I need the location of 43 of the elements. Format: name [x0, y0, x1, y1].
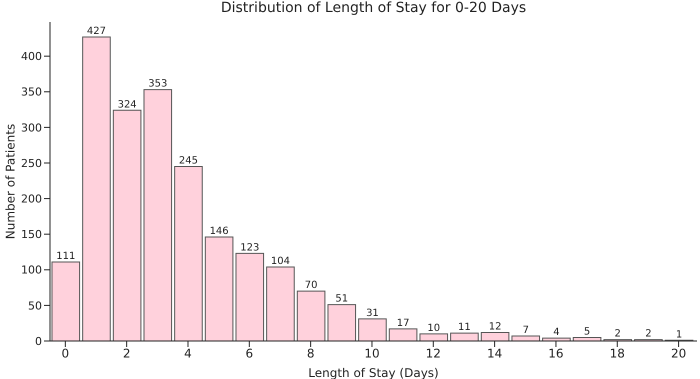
data-label: 31	[366, 308, 379, 319]
x-tick-label: 20	[670, 346, 686, 361]
data-label: 111	[56, 250, 76, 262]
data-label: 11	[458, 322, 471, 334]
x-tick-label: 12	[426, 346, 441, 361]
y-tick-label: 200	[21, 192, 42, 206]
data-label: 5	[584, 326, 590, 338]
data-label: 427	[86, 26, 106, 37]
x-tick-label: 6	[245, 346, 254, 361]
x-tick-label: 2	[122, 346, 130, 361]
x-tick-label: 16	[548, 346, 564, 361]
data-label: 4	[553, 327, 560, 338]
x-tick-label: 14	[486, 346, 502, 361]
x-tick-label: 8	[306, 346, 314, 361]
y-tick-label: 300	[21, 121, 42, 134]
y-axis-title: Number of Patients	[3, 124, 18, 240]
x-tick-label: 10	[364, 346, 380, 361]
chart-title: Distribution of Length of Stay for 0-20 Days	[220, 0, 528, 16]
y-tick-label: 50	[28, 299, 42, 312]
data-label: 10	[427, 322, 440, 334]
y-tick-label: 350	[21, 86, 42, 99]
y-tick-label: 150	[21, 228, 42, 242]
data-label: 12	[488, 321, 502, 332]
data-label: 353	[148, 78, 168, 90]
data-label: 7	[522, 325, 529, 336]
data-label: 17	[396, 318, 410, 329]
y-tick-label: 400	[21, 50, 42, 64]
x-tick-label: 4	[184, 346, 192, 361]
data-label: 324	[118, 99, 137, 110]
y-tick-label: 250	[21, 156, 42, 170]
x-tick-label: 18	[610, 346, 625, 361]
data-label: 51	[335, 294, 348, 305]
data-label: 70	[304, 280, 318, 292]
data-label: 2	[614, 328, 621, 340]
data-label: 1	[676, 329, 682, 340]
x-tick-label: 0	[62, 346, 70, 361]
data-label: 146	[210, 226, 229, 238]
y-tick-label: 100	[21, 264, 42, 277]
data-label: 2	[645, 328, 652, 340]
y-tick-label: 0	[35, 334, 42, 348]
data-label: 104	[270, 256, 290, 267]
data-label: 245	[178, 156, 198, 167]
data-label: 123	[240, 242, 260, 254]
